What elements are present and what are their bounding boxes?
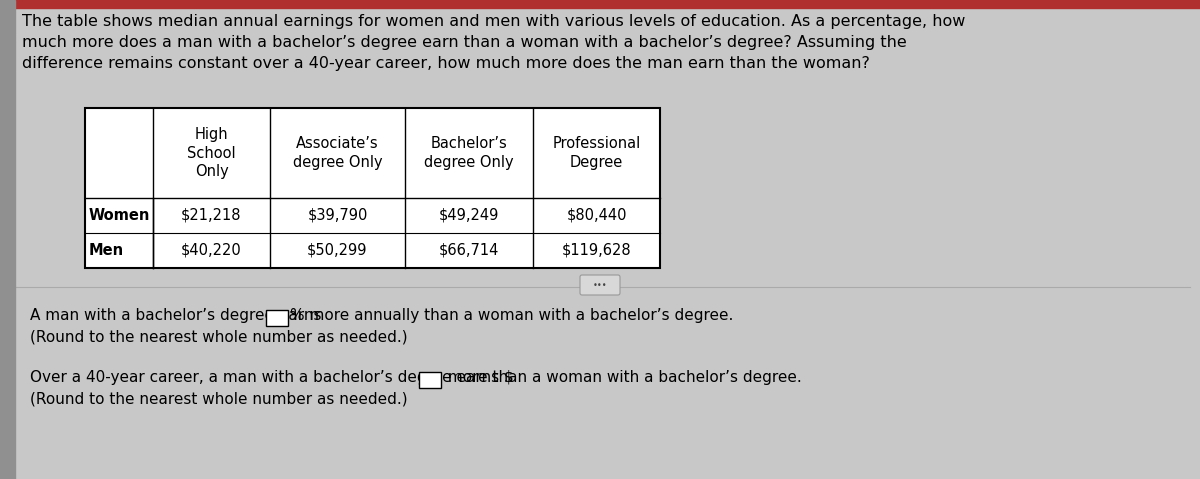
Text: Over a 40-year career, a man with a bachelor’s degree earns $: Over a 40-year career, a man with a bach… [30, 370, 514, 385]
Text: High
School
Only: High School Only [187, 127, 236, 179]
Text: $66,714: $66,714 [439, 242, 499, 258]
Bar [266, 310, 288, 326]
Bar [419, 372, 442, 388]
Text: $80,440: $80,440 [566, 207, 626, 223]
Text: Bachelor’s
degree Only: Bachelor’s degree Only [424, 136, 514, 170]
Text: Professional
Degree: Professional Degree [552, 136, 641, 170]
Bar [0, 0, 1200, 8]
Text: $119,628: $119,628 [562, 242, 631, 258]
Bar [0, 0, 14, 479]
Text: A man with a bachelor’s degree earns: A man with a bachelor’s degree earns [30, 308, 326, 323]
FancyBboxPatch shape [580, 275, 620, 295]
Bar [85, 108, 660, 268]
Text: •••: ••• [593, 282, 607, 290]
Text: The table shows median annual earnings for women and men with various levels of : The table shows median annual earnings f… [22, 14, 965, 71]
Text: Women: Women [89, 207, 150, 223]
Text: more than a woman with a bachelor’s degree.: more than a woman with a bachelor’s degr… [443, 370, 802, 385]
Text: Men: Men [89, 242, 124, 258]
Text: Associate’s
degree Only: Associate’s degree Only [293, 136, 383, 170]
Text: (Round to the nearest whole number as needed.): (Round to the nearest whole number as ne… [30, 330, 408, 345]
Text: (Round to the nearest whole number as needed.): (Round to the nearest whole number as ne… [30, 392, 408, 407]
Text: $50,299: $50,299 [307, 242, 367, 258]
Text: $39,790: $39,790 [307, 207, 367, 223]
Text: % more annually than a woman with a bachelor’s degree.: % more annually than a woman with a bach… [290, 308, 733, 323]
Text: $40,220: $40,220 [181, 242, 242, 258]
Text: $49,249: $49,249 [439, 207, 499, 223]
Text: $21,218: $21,218 [181, 207, 241, 223]
